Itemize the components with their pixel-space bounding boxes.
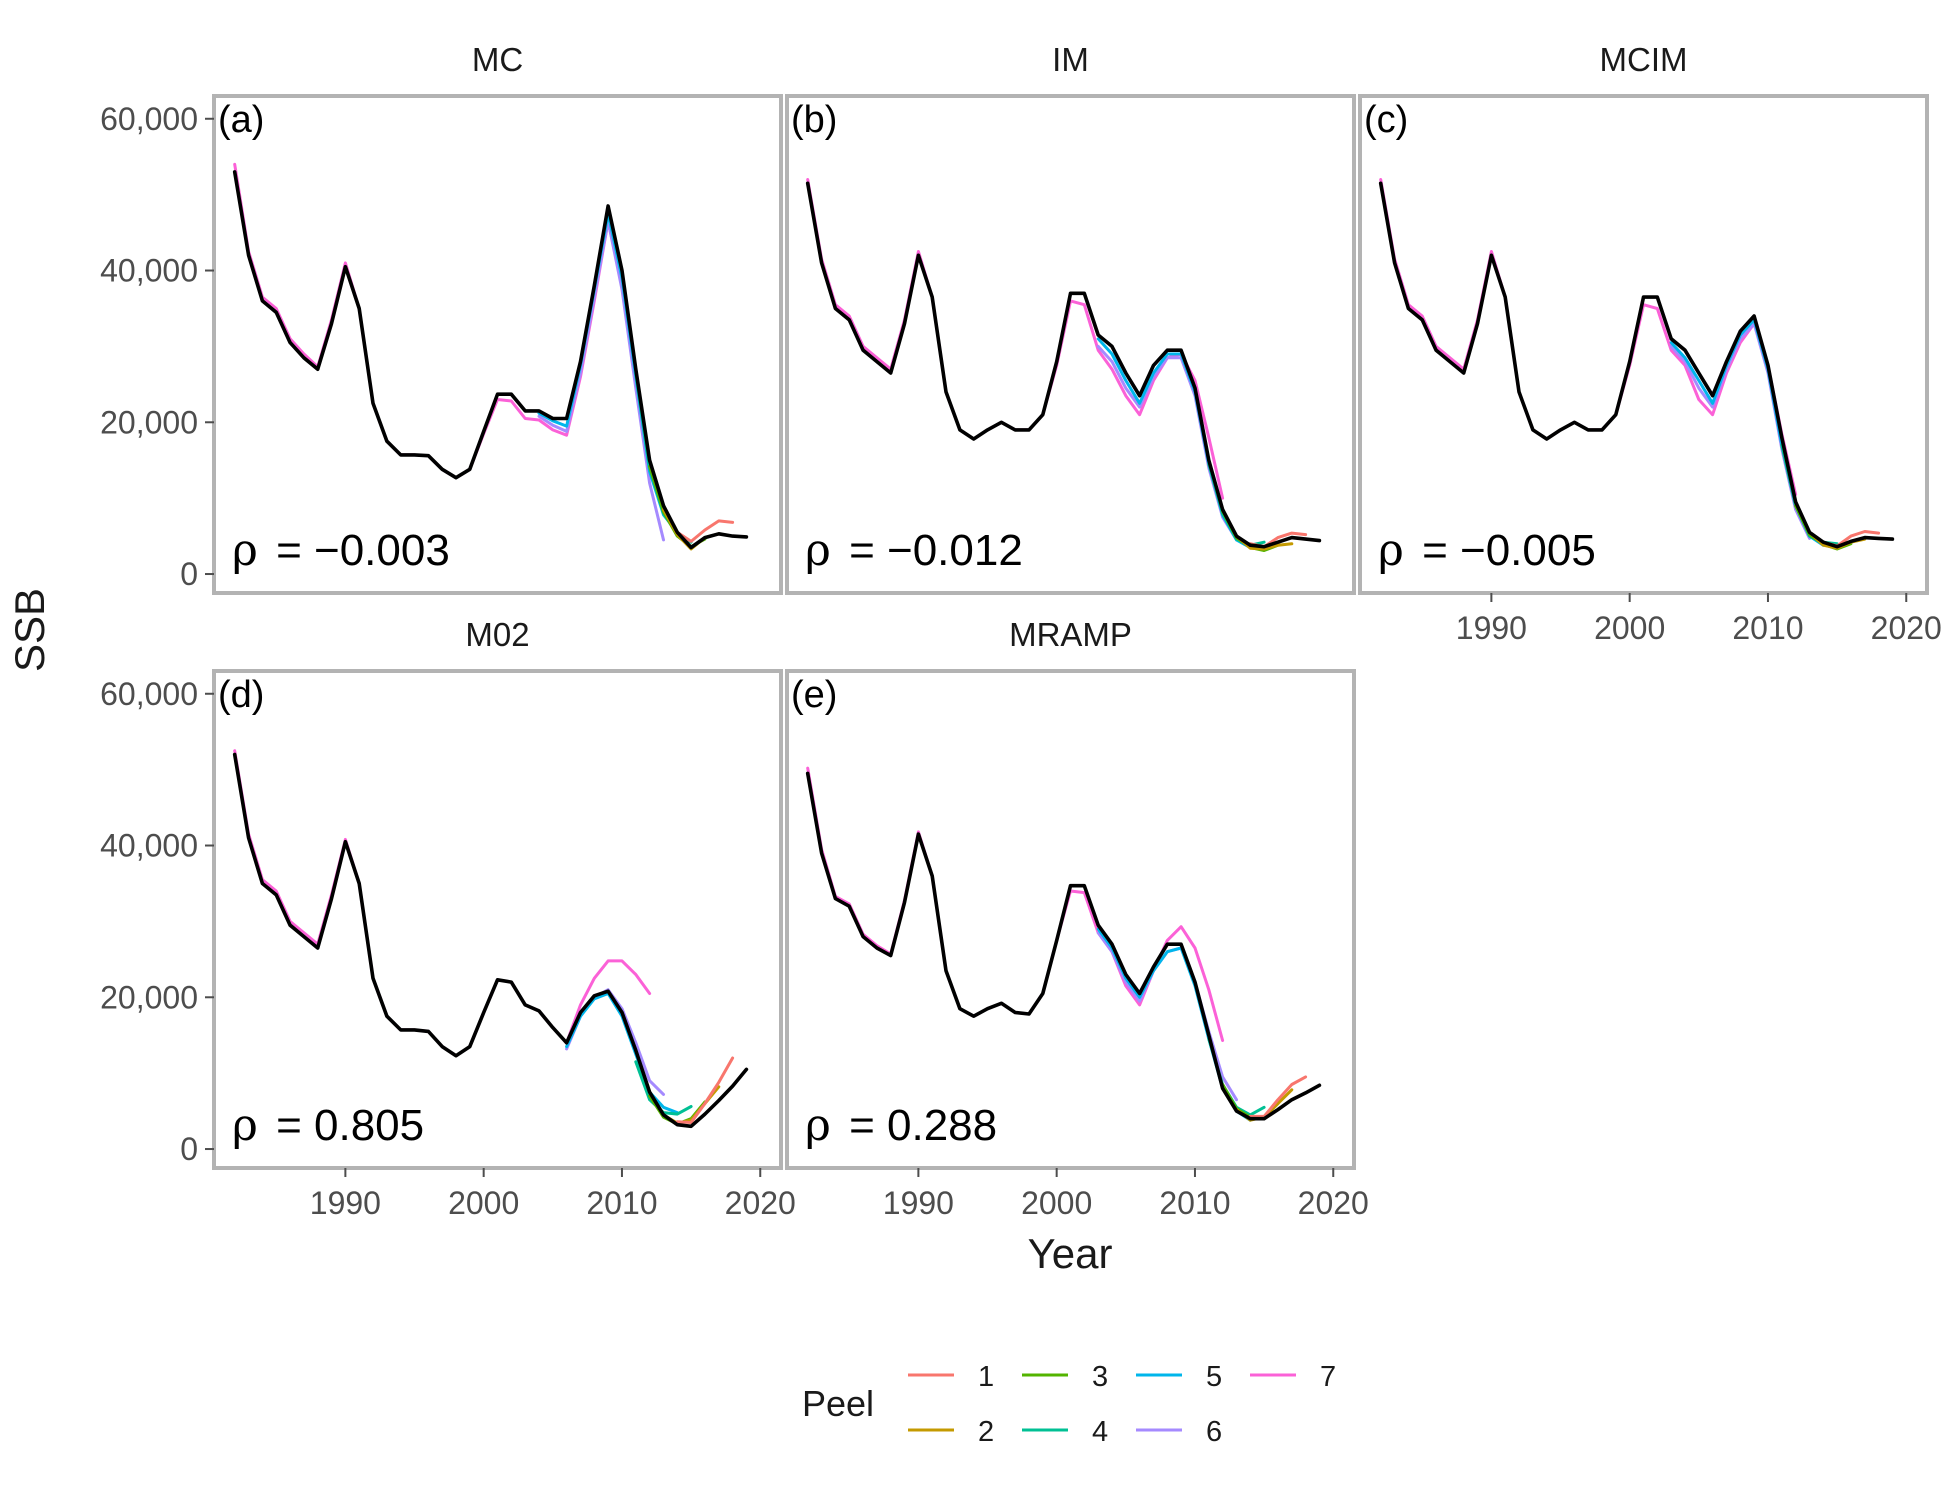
legend-label: 3 xyxy=(1092,1361,1108,1393)
legend-item-4: 4 xyxy=(1022,1416,1108,1448)
panel-tag: (c) xyxy=(1364,99,1408,141)
panel-mc: MC 0 20,000 40,000 60,000 (a) ρ = −0.003 xyxy=(100,41,783,595)
series-line-peel-7 xyxy=(806,178,1225,500)
x-tick-label: 2020 xyxy=(725,1185,796,1221)
y-tick-label: 0 xyxy=(180,1131,198,1167)
panel-m02: M02 0 20,000 40,000 60,000 1990 2000 2010 2020 (d… xyxy=(100,616,796,1221)
series-line-base xyxy=(805,181,1322,549)
y-tick-label: 60,000 xyxy=(100,676,198,712)
legend-item-6: 6 xyxy=(1136,1416,1222,1448)
rho-symbol: ρ xyxy=(805,525,831,576)
y-tick-label: 20,000 xyxy=(100,979,198,1015)
series-line-base xyxy=(805,771,1322,1121)
x-tick-label: 1990 xyxy=(310,1185,381,1221)
panel-strip-label: IM xyxy=(1052,41,1089,78)
series-line-peel-1 xyxy=(675,519,735,543)
x-tick-label: 1990 xyxy=(1456,610,1527,646)
series-line-base xyxy=(232,752,749,1129)
x-tick-label: 2010 xyxy=(1732,610,1803,646)
x-tick-label: 2020 xyxy=(1871,610,1942,646)
panel-tag: (b) xyxy=(791,99,837,141)
panel-border xyxy=(785,669,1356,1170)
x-tick-label: 2000 xyxy=(1021,1185,1092,1221)
axis-labels: SSB Year xyxy=(6,588,1112,1277)
x-tick-label: 2000 xyxy=(1594,610,1665,646)
series-line-peel-1 xyxy=(1248,1075,1308,1118)
facet-panels: MC 0 20,000 40,000 60,000 (a) ρ = −0.003 IM (b) ρ… xyxy=(100,41,1942,1221)
y-tick-label: 0 xyxy=(180,556,198,592)
rho-symbol: ρ xyxy=(232,1100,258,1151)
legend-label: 5 xyxy=(1206,1361,1222,1393)
rho-symbol: ρ xyxy=(1378,525,1404,576)
series-line-peel-7 xyxy=(1379,178,1798,496)
series-line-peel-1 xyxy=(675,1056,735,1124)
y-axis-title: SSB xyxy=(6,588,53,672)
legend-label: 4 xyxy=(1092,1416,1108,1448)
y-tick-label: 60,000 xyxy=(100,101,198,137)
legend-label: 2 xyxy=(978,1416,994,1448)
x-tick-label: 1990 xyxy=(883,1185,954,1221)
panel-strip-label: MRAMP xyxy=(1009,616,1132,653)
panel-strip-label: MC xyxy=(472,41,523,78)
x-tick-label: 2010 xyxy=(1159,1185,1230,1221)
panel-tag: (e) xyxy=(791,674,837,716)
legend-item-2: 2 xyxy=(908,1416,994,1448)
series-line-peel-6 xyxy=(1096,344,1238,542)
x-tick-label: 2000 xyxy=(448,1185,519,1221)
x-tick-label: 2010 xyxy=(586,1185,657,1221)
y-tick-label: 40,000 xyxy=(100,253,198,289)
y-tick-label: 20,000 xyxy=(100,404,198,440)
legend-item-5: 5 xyxy=(1136,1361,1222,1393)
legend-item-7: 7 xyxy=(1250,1361,1336,1393)
panel-strip-label: MCIM xyxy=(1600,41,1688,78)
rho-annotation: ρ = −0.003 xyxy=(232,525,450,576)
panel-im: IM (b) ρ = −0.012 xyxy=(785,41,1356,595)
series-line-base xyxy=(1378,181,1895,549)
x-tick-label: 2020 xyxy=(1298,1185,1369,1221)
panel-border xyxy=(785,94,1356,595)
legend-item-1: 1 xyxy=(908,1361,994,1393)
legend-label: 1 xyxy=(978,1361,994,1393)
rho-value: = −0.005 xyxy=(1410,526,1596,575)
rho-value: = −0.003 xyxy=(264,526,450,575)
series-line-peel-4 xyxy=(1207,1037,1266,1117)
rho-symbol: ρ xyxy=(232,525,258,576)
legend-label: 6 xyxy=(1206,1416,1222,1448)
y-tick-label: 40,000 xyxy=(100,828,198,864)
rho-annotation: ρ = −0.012 xyxy=(805,525,1023,576)
x-axis-title: Year xyxy=(1028,1230,1113,1277)
legend-label: 7 xyxy=(1320,1361,1336,1393)
panel-mramp: MRAMP 1990 2000 2010 2020 (e) ρ = 0.288 xyxy=(785,616,1369,1221)
rho-value: = 0.805 xyxy=(264,1101,424,1150)
rho-value: = 0.288 xyxy=(837,1101,997,1150)
panel-strip-label: M02 xyxy=(465,616,529,653)
rho-annotation: ρ = 0.805 xyxy=(232,1100,424,1151)
panel-tag: (d) xyxy=(218,674,264,716)
series-line-base xyxy=(232,170,749,550)
rho-annotation: ρ = −0.005 xyxy=(1378,525,1596,576)
legend: Peel 1 2 3 4 5 6 7 xyxy=(802,1361,1336,1448)
rho-symbol: ρ xyxy=(805,1100,831,1151)
legend-title: Peel xyxy=(802,1383,874,1424)
panel-tag: (a) xyxy=(218,99,264,141)
series-line-peel-7 xyxy=(806,766,1225,1042)
legend-item-3: 3 xyxy=(1022,1361,1108,1393)
panel-mcim: MCIM 1990 2000 2010 2020 (c) ρ = −0.005 xyxy=(1358,41,1942,646)
rho-annotation: ρ = 0.288 xyxy=(805,1100,997,1151)
panel-border xyxy=(1358,94,1929,595)
series-line-peel-6 xyxy=(1669,322,1811,540)
panel-border xyxy=(212,94,783,595)
rho-value: = −0.012 xyxy=(837,526,1023,575)
panel-border xyxy=(212,669,783,1170)
